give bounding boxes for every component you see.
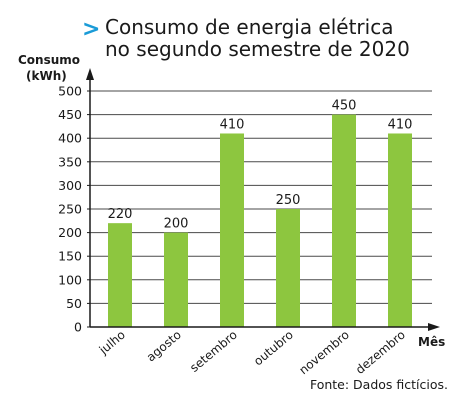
- y-tick-label: 250: [58, 202, 82, 217]
- x-axis-label: Mês: [418, 335, 445, 349]
- y-axis-arrow-icon: [86, 68, 94, 80]
- y-tick-label: 400: [58, 131, 82, 146]
- chart-title: > Consumo de energia elétrica no segundo…: [82, 15, 410, 61]
- x-category-label: setembro: [187, 328, 240, 375]
- bar-setembro: [220, 133, 244, 327]
- x-category-label: outubro: [251, 328, 296, 369]
- y-tick-label: 50: [66, 296, 82, 311]
- bars: [108, 114, 412, 327]
- title-marker-icon: >: [82, 17, 100, 42]
- y-tick-labels: 0 50 100 150 200 250 300 350 400 450 500: [58, 84, 82, 335]
- bar-julho: [108, 223, 132, 327]
- y-tick-label: 150: [58, 249, 82, 264]
- y-tick-label: 100: [58, 272, 82, 287]
- x-category-label: novembro: [296, 328, 352, 378]
- bar-outubro: [276, 209, 300, 327]
- y-axis-unit: (kWh): [26, 69, 67, 83]
- axes: [86, 68, 440, 331]
- bar-novembro: [332, 114, 356, 327]
- x-category-label: agosto: [144, 328, 184, 365]
- chart-title-line-2: no segundo semestre de 2020: [105, 37, 410, 61]
- y-tick-label: 350: [58, 154, 82, 169]
- y-tick-label: 300: [58, 178, 82, 193]
- bar-value-label: 250: [276, 193, 301, 208]
- y-tick-label: 500: [58, 84, 82, 99]
- y-tick-label: 450: [58, 107, 82, 122]
- bar-value-label: 410: [220, 117, 245, 132]
- y-tick-label: 200: [58, 225, 82, 240]
- bar-agosto: [164, 232, 188, 327]
- x-category-label: dezembro: [353, 328, 408, 377]
- gridlines: [90, 90, 432, 304]
- x-axis-arrow-icon: [428, 323, 440, 331]
- y-tick-label: 0: [74, 320, 82, 335]
- y-axis-title: Consumo (kWh): [18, 53, 80, 83]
- bar-value-label: 200: [164, 217, 189, 232]
- x-category-label: julho: [96, 328, 128, 358]
- bar-value-label: 410: [388, 117, 413, 132]
- source-note: Fonte: Dados fictícios.: [310, 377, 448, 392]
- bar-dezembro: [388, 133, 412, 327]
- bar-value-label: 450: [332, 99, 357, 114]
- x-category-labels: julho agosto setembro outubro novembro dezemb…: [96, 328, 408, 378]
- bar-value-label: 220: [108, 207, 133, 222]
- bar-value-labels: 220 200 410 250 450 410: [108, 99, 413, 232]
- y-axis-label: Consumo: [18, 53, 80, 67]
- chart-title-line-1: Consumo de energia elétrica: [105, 15, 393, 39]
